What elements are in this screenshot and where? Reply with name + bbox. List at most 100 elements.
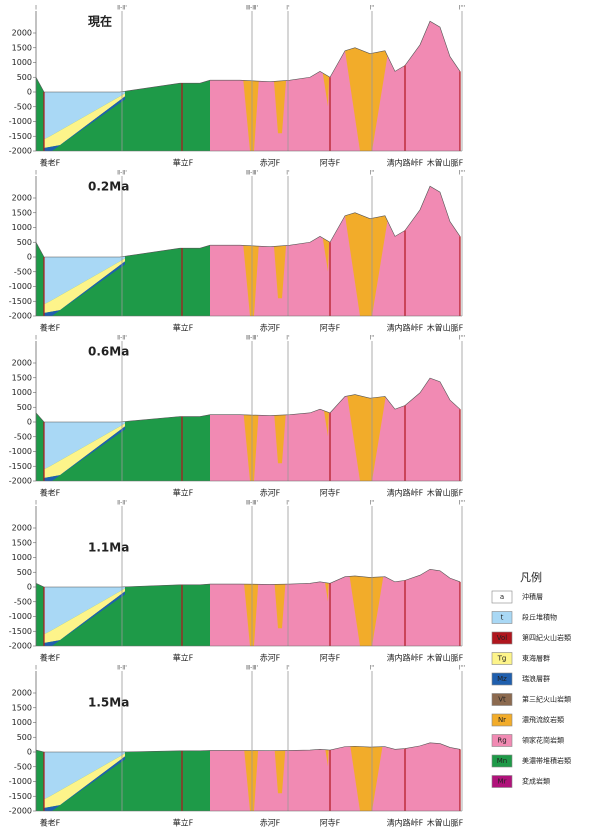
stratum	[210, 488, 460, 646]
y-tick-label: -1000	[9, 447, 32, 456]
y-tick-label: -1000	[9, 612, 32, 621]
fault-label: 赤河F	[260, 158, 281, 168]
panel-label: 0.2Ma	[88, 180, 129, 194]
fault-label: 阿寺F	[320, 819, 341, 828]
y-tick-label: 1000	[12, 553, 32, 562]
section-marker: Ⅰ	[35, 500, 37, 507]
y-tick-label: 2000	[12, 194, 32, 203]
y-tick-label: 1500	[12, 43, 32, 52]
legend-name: 第三紀火山岩類	[522, 695, 571, 704]
y-tick-label: 0	[27, 88, 32, 97]
y-tick-label: -2000	[9, 312, 32, 321]
section-marker: Ⅰ	[35, 335, 37, 342]
section-marker: Ⅰ'	[286, 665, 290, 672]
section-marker: Ⅰ'''	[459, 170, 466, 177]
stratum	[210, 158, 460, 316]
fault-label: 赤河F	[260, 653, 281, 663]
fault-label: 養老F	[40, 488, 61, 498]
panel-label: 0.6Ma	[88, 345, 129, 359]
y-tick-label: -2000	[9, 147, 32, 156]
section-marker: Ⅱ-Ⅱ'	[117, 335, 127, 342]
section-marker: Ⅲ-Ⅲ'	[246, 170, 258, 177]
legend-name: 領家花崗岩類	[522, 736, 564, 745]
cross-section: 2000150010005000-500-1000-1500-2000ⅠⅡ-Ⅱ'…	[9, 653, 466, 828]
fault-label: 清内路峠F	[387, 818, 424, 828]
section-marker: Ⅱ-Ⅱ'	[117, 5, 127, 12]
legend-code: Mn	[497, 757, 507, 765]
section-marker: Ⅰ'	[286, 170, 290, 177]
legend-code: Tg	[497, 655, 507, 663]
stratum	[210, 0, 460, 151]
fault-label: 赤河F	[260, 488, 281, 498]
fault-label: 華立F	[173, 323, 194, 333]
fault-label: 清内路峠F	[387, 323, 424, 333]
fault-label: 赤河F	[260, 818, 281, 828]
y-tick-label: -1000	[9, 282, 32, 291]
fault-label: 木曽山脈F	[427, 158, 464, 168]
section-marker: Ⅲ-Ⅲ'	[246, 5, 258, 12]
panel-label: 1.1Ma	[88, 541, 129, 555]
cross-section: 2000150010005000-500-1000-1500-2000ⅠⅡ-Ⅱ'…	[9, 488, 466, 663]
y-tick-label: 0	[27, 583, 32, 592]
y-tick-label: -1000	[9, 117, 32, 126]
y-tick-label: -500	[14, 102, 32, 111]
section-marker: Ⅲ-Ⅲ'	[246, 665, 258, 672]
y-tick-label: -1500	[9, 297, 32, 306]
legend-code: Rg	[497, 737, 506, 745]
section-marker: Ⅰ	[35, 665, 37, 672]
y-tick-label: 500	[17, 403, 32, 412]
section-marker: Ⅰ'	[286, 500, 290, 507]
legend-code: t	[501, 614, 504, 622]
legend-name: 瑞浪層群	[522, 674, 550, 683]
y-tick-label: -1000	[9, 777, 32, 786]
section-marker: Ⅰ'	[286, 335, 290, 342]
y-tick-label: 0	[27, 418, 32, 427]
legend-code: Nr	[498, 716, 506, 724]
strata	[36, 488, 460, 646]
y-tick-label: 2000	[12, 29, 32, 38]
y-tick-label: 1500	[12, 538, 32, 547]
y-tick-label: -2000	[9, 477, 32, 486]
y-tick-label: 2000	[12, 689, 32, 698]
fault-label: 木曽山脈F	[427, 323, 464, 333]
fault-label: 養老F	[40, 818, 61, 828]
y-tick-label: 1000	[12, 718, 32, 727]
section-marker: Ⅰ'''	[459, 335, 466, 342]
legend-code: Mr	[498, 778, 507, 786]
stratum	[210, 653, 460, 811]
y-tick-label: 0	[27, 253, 32, 262]
y-tick-label: -500	[14, 597, 32, 606]
y-tick-label: 1500	[12, 703, 32, 712]
y-tick-label: -500	[14, 762, 32, 771]
section-marker: Ⅱ-Ⅱ'	[117, 665, 127, 672]
cross-section: 2000150010005000-500-1000-1500-2000ⅠⅡ-Ⅱ'…	[9, 0, 466, 168]
y-tick-label: -500	[14, 267, 32, 276]
stratum	[210, 323, 460, 481]
fault-label: 華立F	[173, 158, 194, 168]
y-tick-label: 0	[27, 748, 32, 757]
legend-name: 美濃帯堆積岩類	[522, 756, 571, 765]
y-tick-label: 500	[17, 238, 32, 247]
fault-label: 木曽山脈F	[427, 653, 464, 663]
section-marker: Ⅱ-Ⅱ'	[117, 500, 127, 507]
legend-name: 段丘堆積物	[522, 613, 557, 622]
y-tick-label: -2000	[9, 642, 32, 651]
section-marker: Ⅰ'''	[459, 665, 466, 672]
section-marker: Ⅰ''	[369, 500, 374, 507]
legend-code: a	[500, 593, 504, 601]
y-tick-label: 1500	[12, 208, 32, 217]
strata	[36, 653, 460, 811]
fault-label: 清内路峠F	[387, 653, 424, 663]
fault-label: 清内路峠F	[387, 488, 424, 498]
legend-name: 東海層群	[522, 654, 550, 663]
fault-label: 阿寺F	[320, 159, 341, 168]
section-marker: Ⅰ''	[369, 665, 374, 672]
section-marker: Ⅰ'''	[459, 5, 466, 12]
y-tick-label: 1500	[12, 373, 32, 382]
fault-label: 赤河F	[260, 323, 281, 333]
fault-label: 華立F	[173, 818, 194, 828]
fault-label: 木曽山脈F	[427, 818, 464, 828]
section-marker: Ⅰ''	[369, 5, 374, 12]
y-tick-label: -1500	[9, 792, 32, 801]
y-tick-label: 1000	[12, 223, 32, 232]
